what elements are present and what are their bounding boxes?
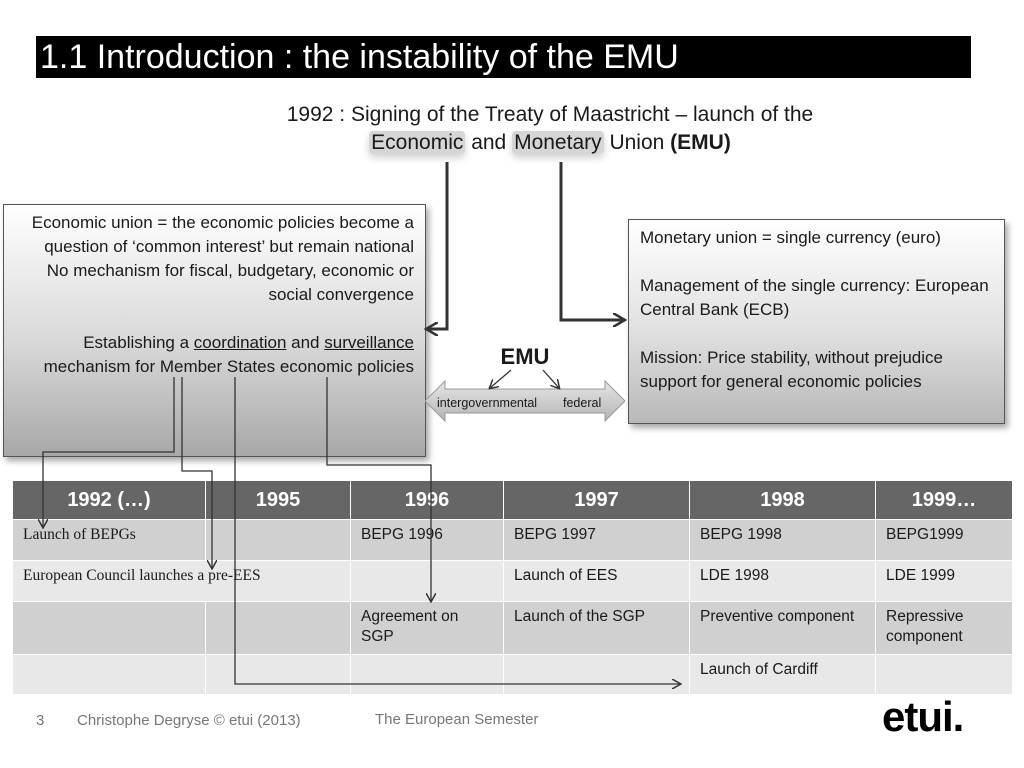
emu-left-arrow (490, 369, 512, 388)
intergovernmental-federal-arrow (425, 379, 625, 423)
coordination-text: Establishing a coordination and surveill… (14, 331, 414, 379)
table-cell (875, 654, 1013, 695)
title-bar: 1.1 Introduction : the instability of th… (36, 36, 971, 78)
coordination-post: mechanism for Member States economic pol… (43, 357, 414, 376)
table-cell: BEPG 1998 (689, 519, 876, 561)
footer-author: Christophe Degryse © etui (2013) (77, 712, 301, 729)
table-cell (205, 519, 351, 561)
table-cell (350, 560, 504, 602)
table-cell: Repressive component (875, 601, 1013, 655)
subtitle: 1992 : Signing of the Treaty of Maastric… (180, 101, 920, 157)
table-cell: European Council launches a pre-EES (12, 560, 351, 602)
table-cell: Agreement on SGP (350, 601, 504, 655)
table-cell: BEPG 1996 (350, 519, 504, 561)
table-cell: BEPG1999 (875, 519, 1013, 561)
header-cell: 1998 (689, 480, 876, 520)
table-row: European Council launches a pre-EES Laun… (12, 560, 1013, 602)
header-cell: 1999… (875, 480, 1013, 520)
economic-arrow (427, 162, 449, 329)
subtitle-emu: (EMU) (670, 131, 731, 154)
bepg-connector (43, 377, 175, 527)
ecb-management-text: Management of the single currency: Europ… (640, 276, 989, 319)
cardiff-connector (234, 377, 680, 684)
subtitle-union: Union (603, 131, 671, 154)
ees-connector (181, 377, 212, 568)
table-cell: LDE 1998 (689, 560, 876, 602)
timeline-table: 1992 (…) 1995 1996 1997 1998 1999… Launc… (12, 480, 1013, 695)
subtitle-line2: Economic and Monetary Union (EMU) (180, 129, 920, 157)
page-number: 3 (36, 712, 45, 729)
coordination-word: coordination (193, 333, 287, 352)
table-row: Launch of BEPGs BEPG 1996 BEPG 1997 BEPG… (12, 519, 1013, 561)
coordination-and: and (286, 333, 325, 352)
slide-title: 1.1 Introduction : the instability of th… (40, 38, 679, 76)
monetary-arrow (559, 162, 624, 320)
coordination-pre: Establishing a (83, 333, 194, 352)
no-mechanism-text: No mechanism for fiscal, budgetary, econ… (46, 261, 414, 304)
surveillance-word: surveillance (324, 333, 414, 352)
monetary-union-definition: Monetary union = single currency (euro) (640, 228, 941, 247)
header-cell: 1992 (…) (12, 480, 206, 520)
table-header-row: 1992 (…) 1995 1996 1997 1998 1999… (12, 480, 1013, 520)
table-cell (12, 654, 206, 695)
footer-title: The European Semester (375, 711, 539, 728)
intergovernmental-label: intergovernmental (437, 396, 538, 410)
federal-label: federal (563, 396, 602, 410)
sgp-connector (326, 377, 431, 601)
table-cell (350, 654, 504, 695)
table-cell: Launch of Cardiff (689, 654, 876, 695)
header-cell: 1995 (205, 480, 351, 520)
etui-logo: etui. (882, 693, 964, 740)
table-row: Launch of Cardiff (12, 654, 1013, 695)
mission-text: Mission: Price stability, without prejud… (640, 348, 943, 391)
economic-highlight: Economic (369, 131, 466, 154)
table-cell: Launch of the SGP (503, 601, 690, 655)
emu-label: EMU (500, 344, 550, 369)
table-cell: LDE 1999 (875, 560, 1013, 602)
subtitle-line1: 1992 : Signing of the Treaty of Maastric… (286, 103, 814, 126)
table-cell (503, 654, 690, 695)
emu-right-arrow (542, 369, 559, 388)
monetary-union-box: Monetary union = single currency (euro) … (628, 219, 1005, 424)
monetary-highlight: Monetary (512, 131, 604, 154)
subtitle-and: and (465, 131, 513, 154)
header-cell: 1997 (503, 480, 690, 520)
table-cell: BEPG 1997 (503, 519, 690, 561)
header-cell: 1996 (350, 480, 504, 520)
economic-union-definition: Economic union = the economic policies b… (31, 213, 414, 256)
table-cell (205, 654, 351, 695)
